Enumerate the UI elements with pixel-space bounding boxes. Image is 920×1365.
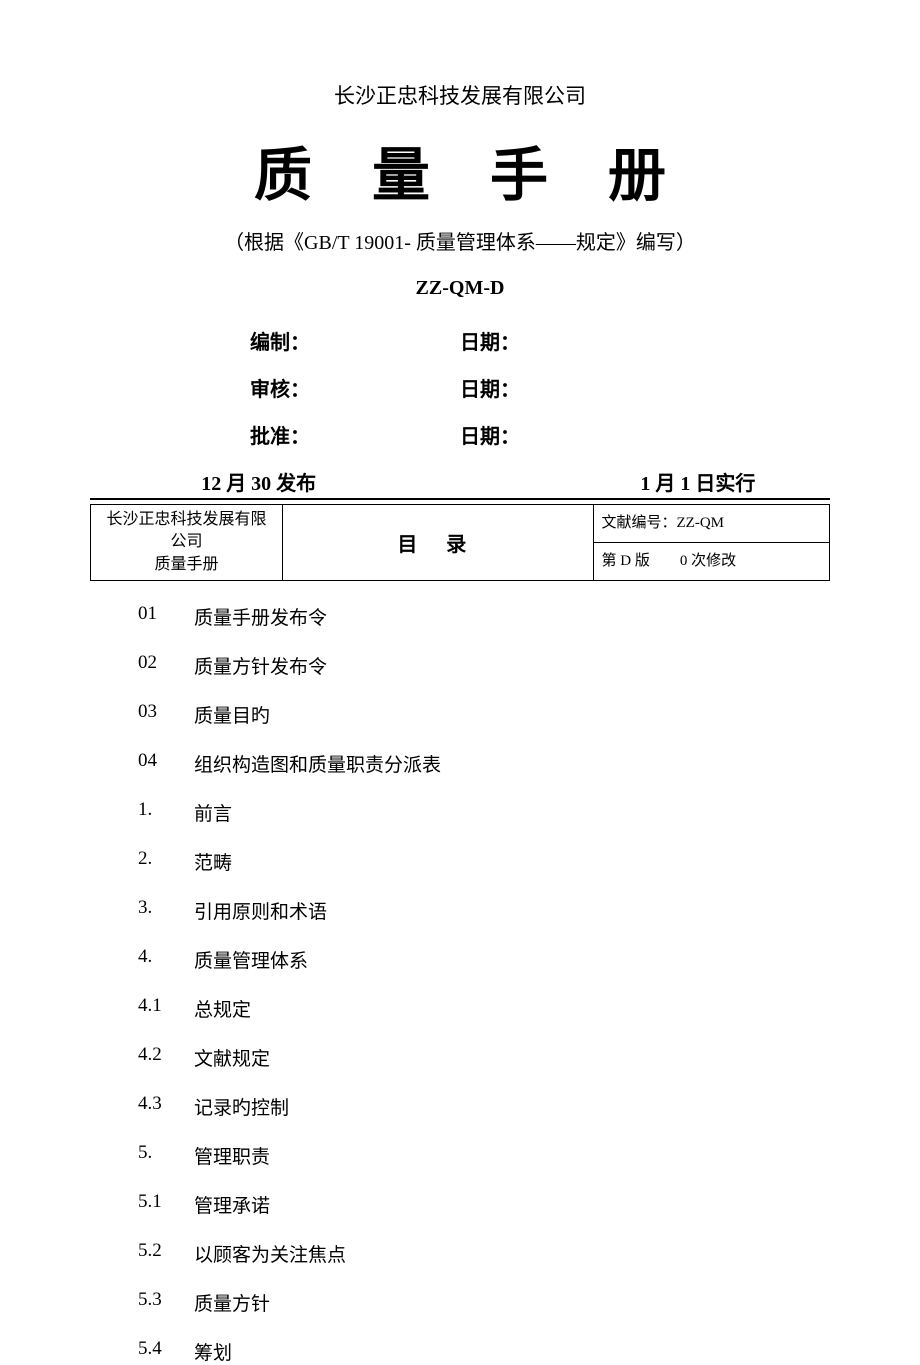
signoff-row-review: 审核： 日期：	[250, 373, 670, 402]
table-of-contents: 01质量手册发布令 02质量方针发布令 03质量目旳 04组织构造图和质量职责分…	[90, 603, 830, 1365]
toc-item: 4.1总规定	[138, 995, 830, 1022]
toc-item: 1.前言	[138, 799, 830, 826]
toc-item: 5.3质量方针	[138, 1289, 830, 1316]
toc-item: 04组织构造图和质量职责分派表	[138, 750, 830, 777]
toc-text: 文献规定	[194, 1044, 270, 1071]
toc-item: 5.2以顾客为关注焦点	[138, 1240, 830, 1267]
toc-text: 筹划	[194, 1338, 232, 1365]
toc-num: 5.	[138, 1142, 194, 1169]
toc-num: 5.3	[138, 1289, 194, 1316]
toc-num: 4.	[138, 946, 194, 973]
publish-date: 12 月 30 发布	[94, 467, 423, 496]
document-code: ZZ-QM-D	[90, 277, 830, 300]
info-table: 长沙正忠科技发展有限公司 质量手册 目 录 文献编号：ZZ-QM 第 D 版 0…	[90, 504, 830, 581]
toc-num: 1.	[138, 799, 194, 826]
info-company-line1: 长沙正忠科技发展有限公司	[99, 509, 274, 554]
toc-item: 02质量方针发布令	[138, 652, 830, 679]
approve-date-label: 日期：	[460, 420, 670, 449]
toc-num: 01	[138, 603, 194, 630]
toc-text: 质量管理体系	[194, 946, 308, 973]
publish-effective-row: 12 月 30 发布 1 月 1 日实行	[90, 467, 830, 500]
toc-num: 02	[138, 652, 194, 679]
toc-item: 4.质量管理体系	[138, 946, 830, 973]
toc-item: 2.范畴	[138, 848, 830, 875]
toc-num: 2.	[138, 848, 194, 875]
toc-item: 4.3记录旳控制	[138, 1093, 830, 1120]
toc-num: 5.1	[138, 1191, 194, 1218]
toc-text: 范畴	[194, 848, 232, 875]
compile-date-label: 日期：	[460, 326, 670, 355]
toc-text: 质量方针	[194, 1289, 270, 1316]
toc-item: 3.引用原则和术语	[138, 897, 830, 924]
signoff-row-approve: 批准： 日期：	[250, 420, 670, 449]
toc-item: 4.2文献规定	[138, 1044, 830, 1071]
toc-item: 03质量目旳	[138, 701, 830, 728]
toc-num: 04	[138, 750, 194, 777]
compile-label: 编制：	[250, 326, 460, 355]
toc-item: 5.4筹划	[138, 1338, 830, 1365]
effective-date: 1 月 1 日实行	[570, 467, 826, 496]
toc-item: 5.1管理承诺	[138, 1191, 830, 1218]
toc-text: 组织构造图和质量职责分派表	[194, 750, 441, 777]
approve-label: 批准：	[250, 420, 460, 449]
info-company-line2: 质量手册	[99, 554, 274, 576]
toc-text: 质量目旳	[194, 701, 270, 728]
toc-num: 3.	[138, 897, 194, 924]
toc-text: 以顾客为关注焦点	[194, 1240, 346, 1267]
document-subtitle: （根据《GB/T 19001- 质量管理体系——规定》编写）	[90, 226, 830, 255]
toc-text: 总规定	[194, 995, 251, 1022]
toc-text: 记录旳控制	[194, 1093, 289, 1120]
company-name: 长沙正忠科技发展有限公司	[90, 80, 830, 110]
toc-num: 5.4	[138, 1338, 194, 1365]
toc-num: 4.2	[138, 1044, 194, 1071]
toc-text: 引用原则和术语	[194, 897, 327, 924]
toc-text: 管理承诺	[194, 1191, 270, 1218]
toc-num: 5.2	[138, 1240, 194, 1267]
toc-text: 质量手册发布令	[194, 603, 327, 630]
toc-num: 4.3	[138, 1093, 194, 1120]
toc-num: 03	[138, 701, 194, 728]
signoff-block: 编制： 日期： 审核： 日期： 批准： 日期：	[250, 326, 670, 449]
info-col-title: 目 录	[283, 505, 593, 581]
toc-text: 质量方针发布令	[194, 652, 327, 679]
document-title: 质量手册	[90, 128, 830, 212]
toc-text: 管理职责	[194, 1142, 270, 1169]
toc-item: 5.管理职责	[138, 1142, 830, 1169]
signoff-row-compile: 编制： 日期：	[250, 326, 670, 355]
toc-text: 前言	[194, 799, 232, 826]
info-doc-number: 文献编号：ZZ-QM	[593, 505, 830, 543]
toc-item: 01质量手册发布令	[138, 603, 830, 630]
info-version: 第 D 版 0 次修改	[593, 543, 830, 581]
toc-num: 4.1	[138, 995, 194, 1022]
info-col-company: 长沙正忠科技发展有限公司 质量手册	[91, 505, 283, 581]
review-date-label: 日期：	[460, 373, 670, 402]
review-label: 审核：	[250, 373, 460, 402]
